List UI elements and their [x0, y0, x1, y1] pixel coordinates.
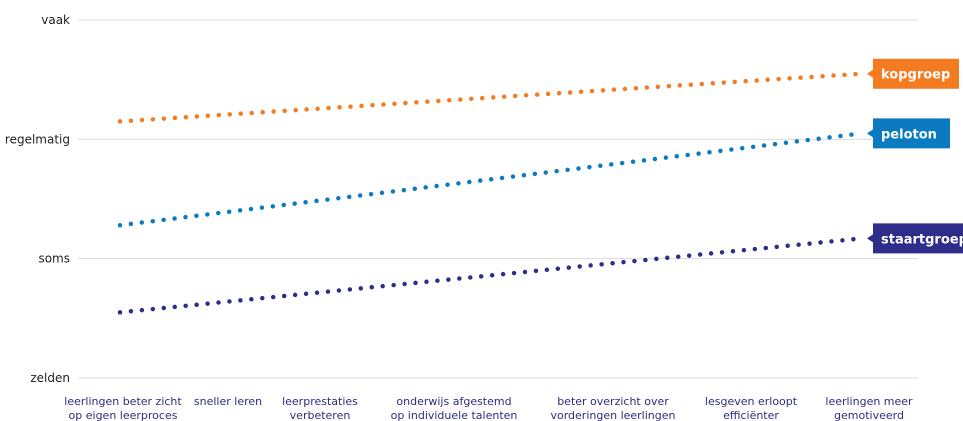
x-tick-label: lesgeven erloopt efficiënter	[705, 395, 798, 421]
series-tag-staartgroep	[867, 223, 963, 254]
x-tick-label: beter overzicht over vorderingen leerling…	[550, 395, 675, 421]
series-line-kopgroep	[117, 71, 865, 124]
x-tick-label: onderwijs afgestemd op individuele talent…	[391, 395, 518, 421]
series-tag-kopgroep	[867, 58, 959, 89]
series-labels: kopgroep peloton staartgroep	[867, 58, 963, 254]
series-tag-label-peloton: peloton	[881, 127, 937, 142]
series-line-staartgroep	[117, 236, 865, 315]
y-tick-label: vaak	[41, 13, 70, 27]
x-tick-label: sneller leren	[194, 395, 262, 408]
y-tick-label: regelmatig	[5, 132, 70, 146]
series-line-peloton	[117, 131, 865, 228]
gridlines	[78, 19, 918, 379]
y-tick-label: soms	[38, 252, 70, 266]
series-tag-label-kopgroep: kopgroep	[881, 68, 950, 83]
x-tick-label: leerlingen meer gemotiveerd	[825, 395, 913, 421]
x-tick-label: leerlingen beter zicht op eigen leerproce…	[64, 395, 182, 421]
x-axis: leerlingen beter zicht op eigen leerproce…	[64, 395, 913, 421]
series-lines	[117, 71, 865, 315]
x-tick-label: leerprestaties verbeteren	[282, 395, 358, 421]
series-tag-label-staartgroep: staartgroep	[881, 232, 963, 247]
y-axis: zelden soms regelmatig vaak	[5, 13, 70, 385]
series-tag-peloton	[867, 118, 950, 149]
y-tick-label: zelden	[30, 371, 70, 385]
